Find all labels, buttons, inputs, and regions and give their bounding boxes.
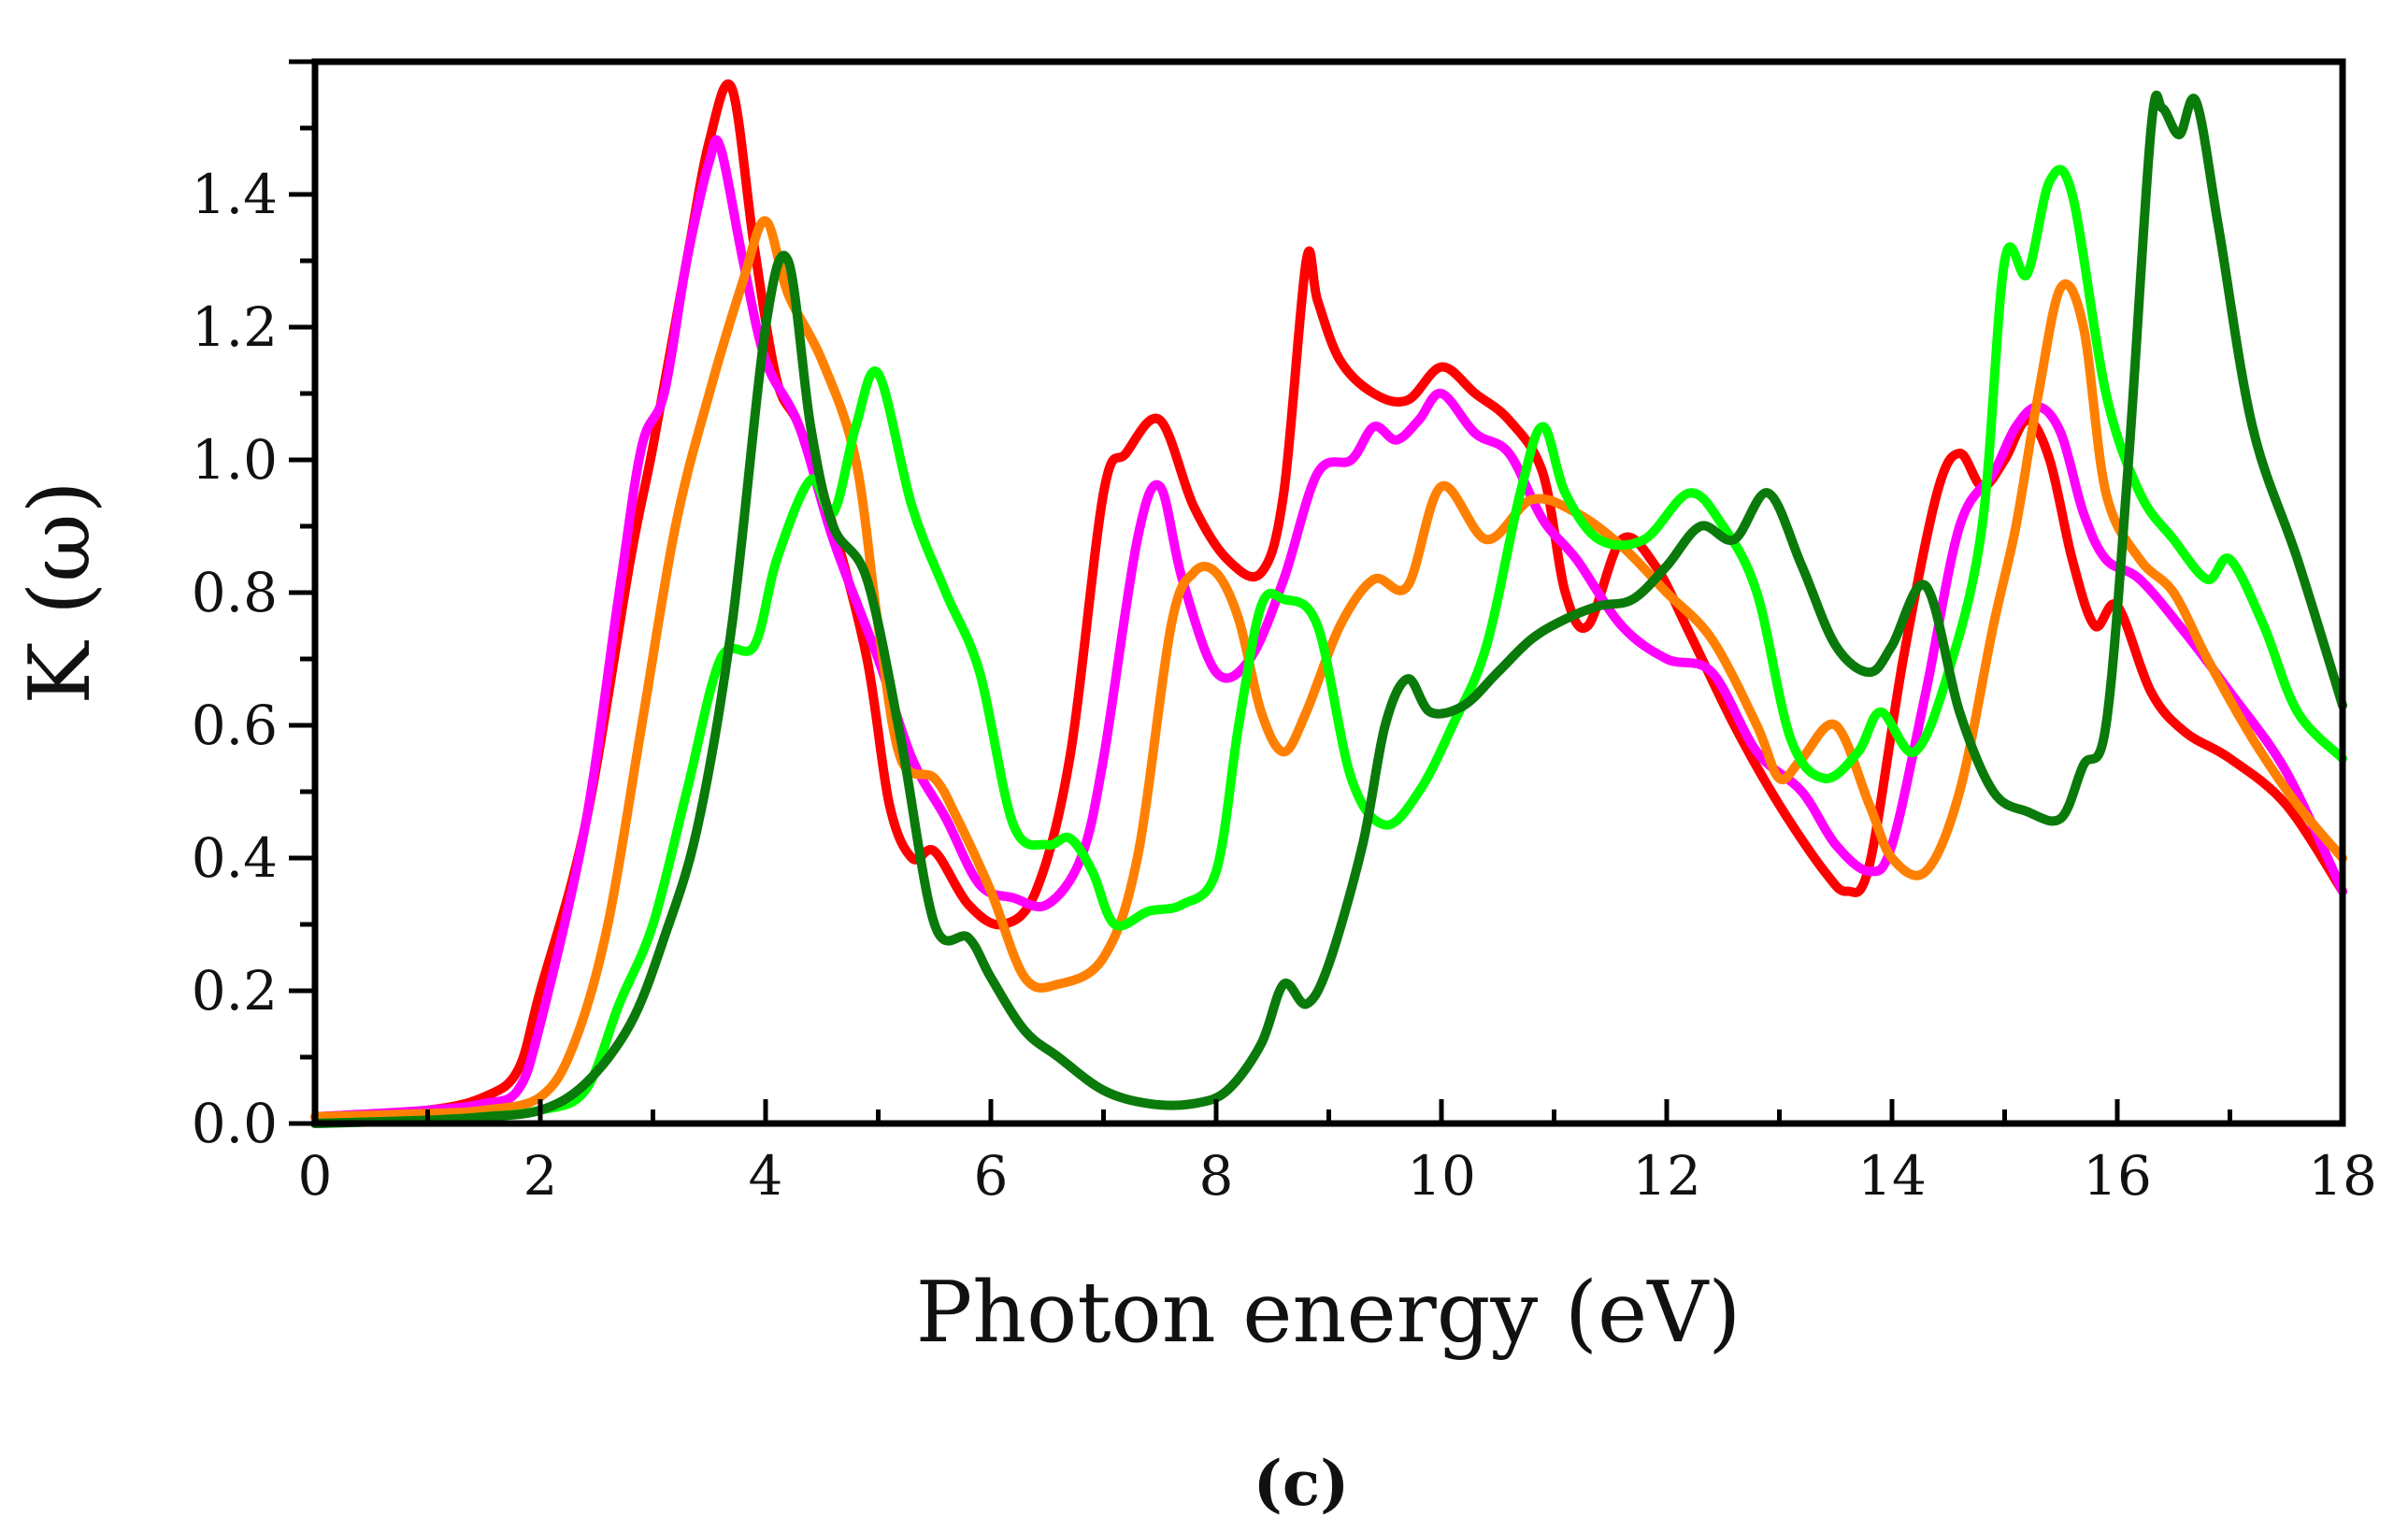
series-line-red <box>310 79 2347 1122</box>
series-line-orange <box>310 216 2347 1122</box>
y-tick-label: 0.4 <box>192 826 278 890</box>
x-tick-label: 16 <box>2083 1144 2152 1208</box>
x-tick-label: 8 <box>1199 1144 1234 1208</box>
x-tick-label: 10 <box>1407 1144 1476 1208</box>
y-tick-label: 1.2 <box>192 295 278 359</box>
y-axis-title: K (ω) <box>11 480 109 704</box>
y-tick-label: 0.6 <box>192 694 278 757</box>
figure-caption: (c) <box>1254 1447 1350 1517</box>
y-tick-label: 0.0 <box>192 1092 278 1155</box>
y-tick-label: 0.2 <box>192 959 278 1023</box>
x-axis-title: Photon energy (eV) <box>916 1264 1742 1362</box>
y-tick-label: 1.4 <box>192 163 278 226</box>
x-tick-label: 4 <box>749 1144 783 1208</box>
x-tick-label: 6 <box>974 1144 1009 1208</box>
x-tick-label: 2 <box>523 1144 558 1208</box>
x-tick-label: 14 <box>1857 1144 1927 1208</box>
y-tick-label: 0.8 <box>192 561 278 624</box>
y-axis: 0.0 0.2 0.4 0.6 0.8 1.0 1.2 1.4 <box>192 59 315 1155</box>
series-line-dark-green <box>310 90 2347 1128</box>
y-tick-label: 1.0 <box>192 428 278 492</box>
x-tick-label: 12 <box>1632 1144 1701 1208</box>
x-tick-label: 18 <box>2308 1144 2377 1208</box>
series-layer <box>310 79 2347 1128</box>
x-axis: 0 2 4 6 8 10 12 14 16 18 <box>298 1099 2377 1208</box>
x-tick-label: 0 <box>298 1144 333 1208</box>
